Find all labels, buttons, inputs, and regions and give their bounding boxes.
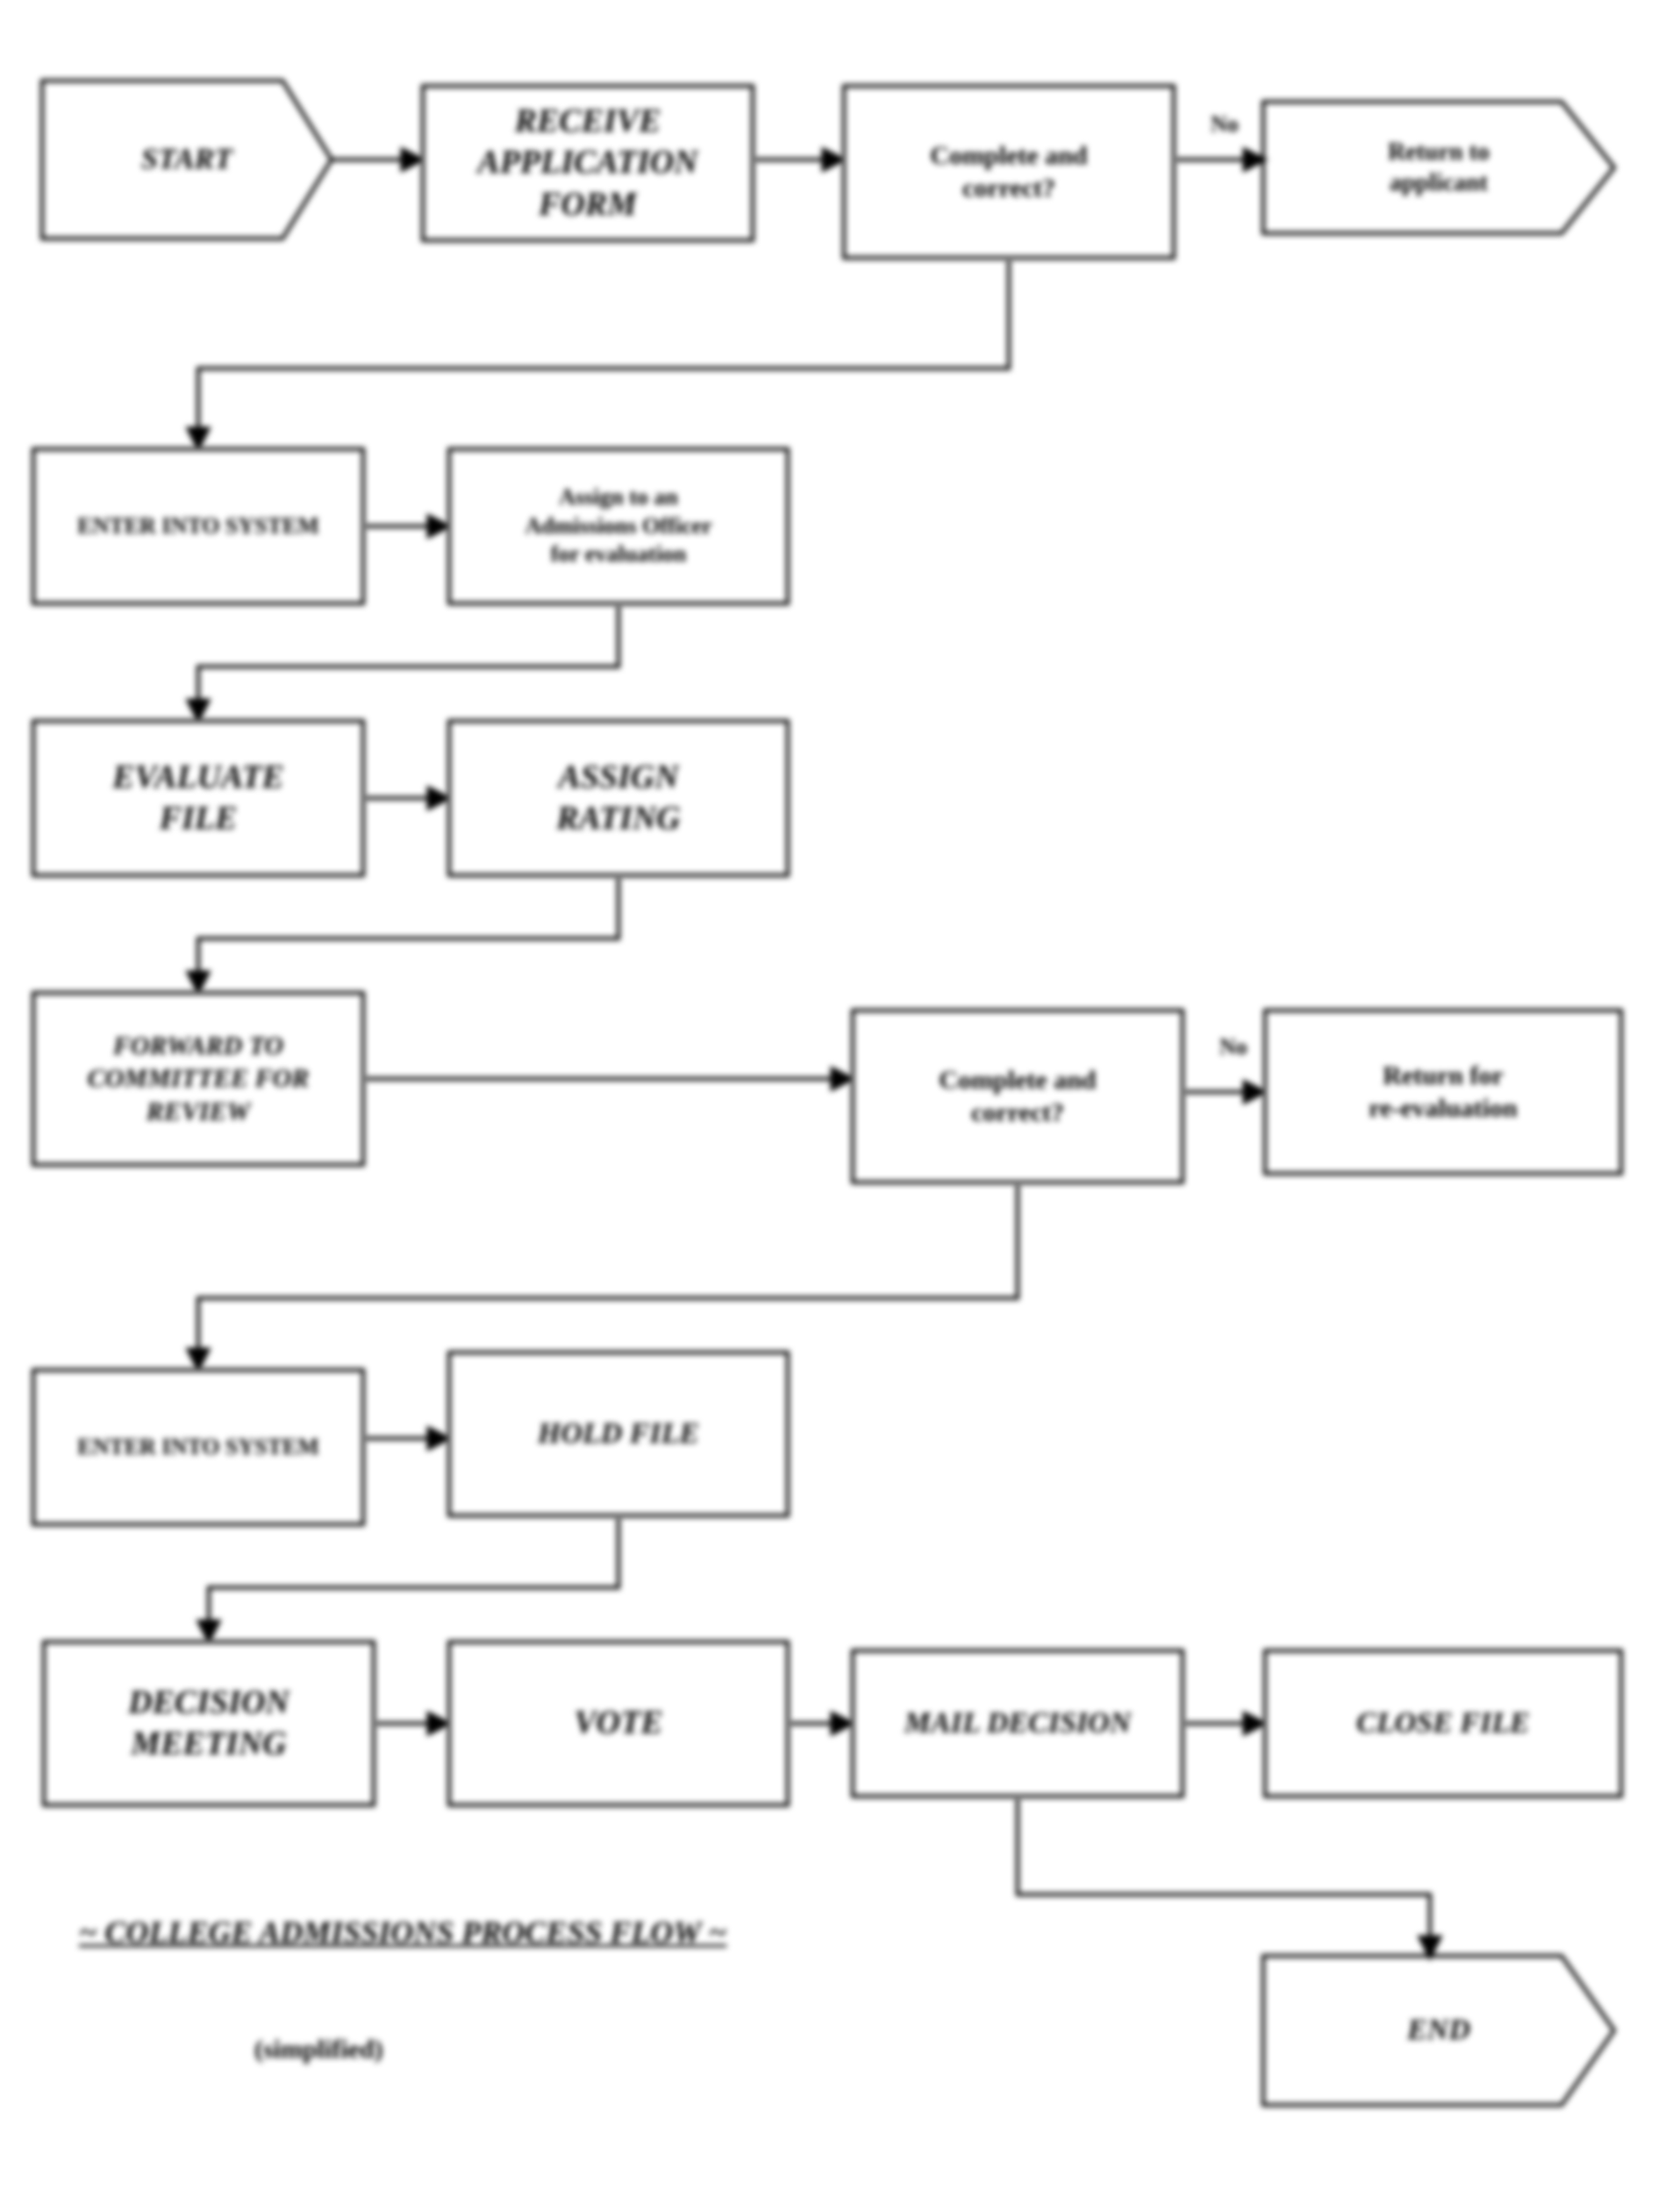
flow-node-label-n5: ENTER INTO SYSTEM [77, 512, 319, 541]
flow-node-label-n11: Return for re-evaluation [1369, 1060, 1517, 1125]
flow-node-label-n15: VOTE [574, 1702, 662, 1745]
flow-node-n15: VOTE [447, 1640, 790, 1807]
flow-node-n3: Complete and correct? [842, 84, 1176, 260]
flow-node-label-n17: CLOSE FILE [1356, 1705, 1529, 1743]
flow-edge-n8-n9 [198, 877, 618, 991]
caption-subtitle: (simplified) [254, 2035, 383, 2065]
flow-node-n5: ENTER INTO SYSTEM [32, 447, 365, 605]
flow-edge-n3-n5 [198, 260, 1009, 447]
flow-node-n8: ASSIGN RATING [447, 719, 790, 877]
flow-edge-label-n3-n4: No [1211, 111, 1239, 137]
flow-edge-n16-n18 [1018, 1798, 1430, 1956]
caption-title: ~ COLLEGE ADMISSIONS PROCESS FLOW ~ [79, 1914, 726, 1951]
flow-node-label-n2: RECEIVE APPLICATION FORM [477, 101, 697, 226]
flow-node-n14: DECISION MEETING [42, 1640, 375, 1807]
flow-node-label-n3: Complete and correct? [930, 139, 1087, 205]
flow-node-n11: Return for re-evaluation [1263, 1009, 1623, 1175]
flow-node-label-n4: Return to applicant [1388, 137, 1490, 198]
flow-node-n2: RECEIVE APPLICATION FORM [421, 84, 754, 242]
flow-node-n18: END [1263, 1956, 1614, 2105]
flow-node-label-n14: DECISION MEETING [128, 1682, 289, 1766]
flow-node-n17: CLOSE FILE [1263, 1649, 1623, 1798]
flow-node-label-n10: Complete and correct? [939, 1064, 1096, 1130]
flow-node-n9: FORWARD TO COMMITTEE FOR REVIEW [32, 991, 365, 1167]
flow-edge-n6-n7 [198, 605, 618, 719]
flow-node-n7: EVALUATE FILE [32, 719, 365, 877]
flow-node-n10: Complete and correct? [851, 1009, 1184, 1184]
flow-node-label-n13: HOLD FILE [538, 1416, 699, 1453]
flow-node-label-n16: MAIL DECISION [904, 1705, 1132, 1743]
flowchart-canvas: No No START RECEIVE APPLICATION FORM Complet… [0, 0, 1658, 2212]
flow-node-label-n7: EVALUATE FILE [112, 757, 284, 840]
flow-edge-n10-n12 [198, 1184, 1018, 1368]
flow-node-n12: ENTER INTO SYSTEM [32, 1368, 365, 1526]
flow-node-n6: Assign to an Admissions Officer for eval… [447, 447, 790, 605]
flow-node-n4: Return to applicant [1263, 102, 1614, 233]
flow-edge-n13-n14 [209, 1517, 618, 1640]
flow-node-label-n9: FORWARD TO COMMITTEE FOR REVIEW [88, 1030, 310, 1129]
flow-node-n1: START [42, 81, 332, 239]
flow-node-label-n6: Assign to an Admissions Officer for eval… [525, 483, 711, 569]
flow-node-label-n8: ASSIGN RATING [556, 757, 680, 840]
flow-node-n13: HOLD FILE [447, 1351, 790, 1517]
flow-node-label-n18: END [1407, 2012, 1470, 2050]
flow-node-label-n12: ENTER INTO SYSTEM [77, 1433, 319, 1462]
flow-node-n16: MAIL DECISION [851, 1649, 1184, 1798]
flow-edge-label-n10-n11: No [1219, 1034, 1247, 1060]
flow-node-label-n1: START [141, 141, 232, 179]
